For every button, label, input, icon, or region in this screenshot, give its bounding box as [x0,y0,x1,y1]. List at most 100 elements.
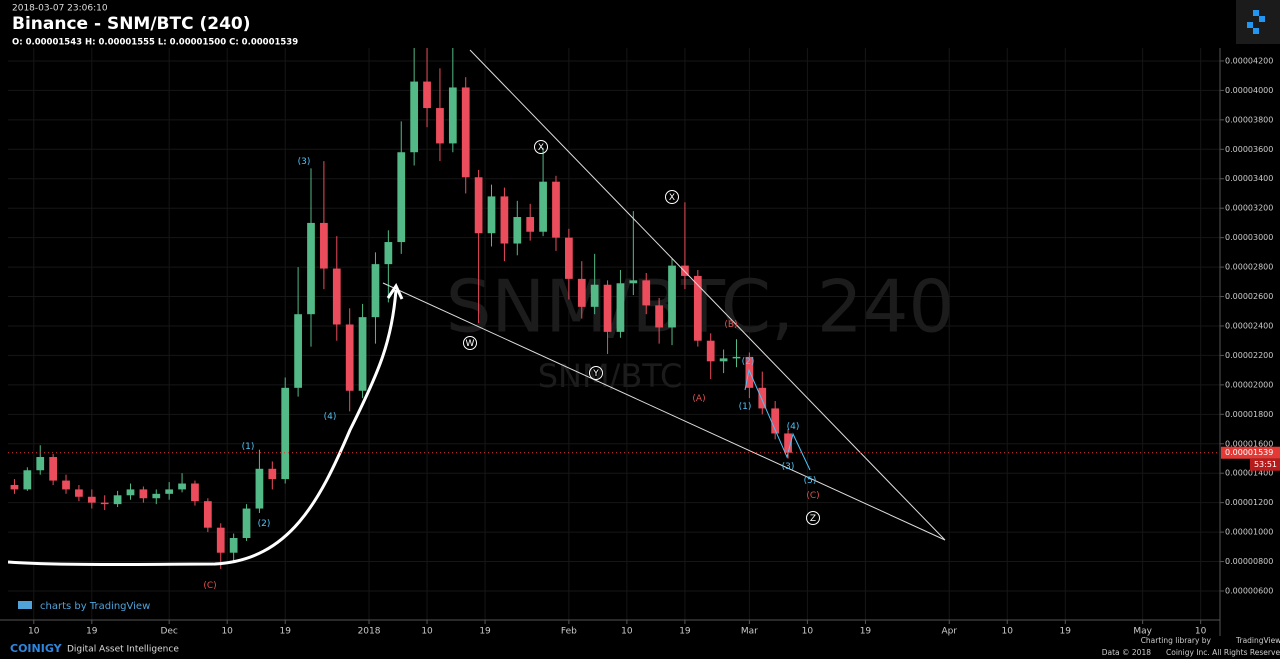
x-tick-label: 10 [621,627,633,637]
wave-label: X [538,143,544,153]
wave-label: Z [810,514,816,524]
x-tick-label: Apr [941,627,957,637]
chart-title: Binance - SNM/BTC (240) [12,14,251,34]
candle-body [203,501,212,528]
candle-body [719,358,728,362]
candle-body [87,496,96,503]
candle-body [307,222,315,315]
candle-body [100,502,109,505]
candle-body [410,81,419,153]
library-brand: TradingView [1235,636,1280,645]
wave-circle [806,511,820,525]
tv-badge[interactable]: charts by TradingView [40,601,150,612]
wave-label: (C) [203,581,216,591]
wave-circle [534,140,548,154]
candle-body [397,152,406,243]
candle-body [565,237,573,279]
logo-part [1253,10,1259,16]
y-tick-label: 0.00001000 [1225,528,1273,537]
logo [1236,0,1280,44]
candle-body [152,493,161,499]
candle-body [294,314,302,388]
wave-label: X [669,193,675,203]
x-tick-label: 10 [221,627,233,637]
candle-body [191,483,199,502]
wave-label: (5) [804,476,817,486]
y-tick-label: 0.00004000 [1225,86,1273,95]
x-tick-label: 10 [421,627,433,637]
candle-body [474,177,483,234]
wave-label: (4) [324,412,337,422]
candle-body [552,181,560,238]
rights: Coinigy Inc. All Rights Reserved [1166,648,1280,657]
x-tick-label: 10 [28,627,40,637]
candle-body [139,489,148,499]
wave-label: (3) [298,157,311,167]
y-tick-label: 0.00001200 [1225,498,1273,507]
x-tick-label: 10 [802,627,814,637]
y-tick-label: 0.00002000 [1225,380,1273,389]
y-tick-label: 0.00002800 [1225,263,1273,272]
price-tag [1221,446,1280,459]
trend-line [382,282,946,541]
y-tick-label: 0.00001400 [1225,469,1273,478]
y-tick-label: 0.00003200 [1225,204,1273,213]
countdown: 53:51 [1254,460,1277,469]
y-tick-label: 0.00000800 [1225,557,1273,566]
wave-label: (3) [782,462,795,472]
drawings [8,49,946,566]
x-tick-label: Feb [561,627,577,637]
candle-body [371,264,380,318]
candle-body [603,284,612,332]
candle-body [642,280,651,306]
y-tick-label: 0.00003000 [1225,233,1273,242]
y-tick-label: 0.00003600 [1225,145,1273,154]
candle-body [461,87,470,178]
candle-body [36,457,45,471]
candle-body [500,196,509,244]
y-tick-label: 0.00003400 [1225,174,1273,183]
y-tick-label: 0.00002400 [1225,321,1273,330]
wave-circle [665,190,679,204]
candle-body [62,480,70,490]
y-tick-label: 0.00002200 [1225,351,1273,360]
x-tick-label: 19 [860,627,872,637]
wave-line [744,368,811,471]
wave-label: Y [592,369,599,379]
candle-body [345,324,354,391]
candle-body [784,433,792,453]
price-tag-label: 0.00001539 [1225,448,1273,457]
candle-body [590,284,599,307]
candle-body [436,108,444,144]
x-tick-label: 19 [479,627,491,637]
candle-body [526,217,535,232]
candle-body [49,457,57,481]
candle-body [126,489,135,496]
candle-body [216,527,225,553]
logo-part [1253,28,1259,34]
wave-circle [463,336,477,350]
candle-body [448,87,457,144]
candle-body [616,283,625,332]
tv-icon [18,601,32,609]
candle-body [668,265,676,328]
y-tick-label: 0.00003800 [1225,115,1273,124]
candle-body [629,280,638,284]
candle-body [178,483,186,490]
candle-body [255,468,264,509]
logo-part [1259,16,1265,22]
candle-body [771,408,780,434]
trend-line [469,49,946,541]
wave-label: (B) [724,320,737,330]
candle-body [75,489,83,497]
x-tick-label: 2018 [358,627,381,637]
candle-body [706,340,715,362]
candle-body [423,81,431,109]
candle-body [732,356,741,359]
x-tick-label: 19 [1060,627,1072,637]
ohlc-readout: O: 0.00001543 H: 0.00001555 L: 0.0000150… [12,38,298,48]
curve-arrow [8,289,398,566]
timestamp: 2018-03-07 23:06:10 [12,4,108,14]
